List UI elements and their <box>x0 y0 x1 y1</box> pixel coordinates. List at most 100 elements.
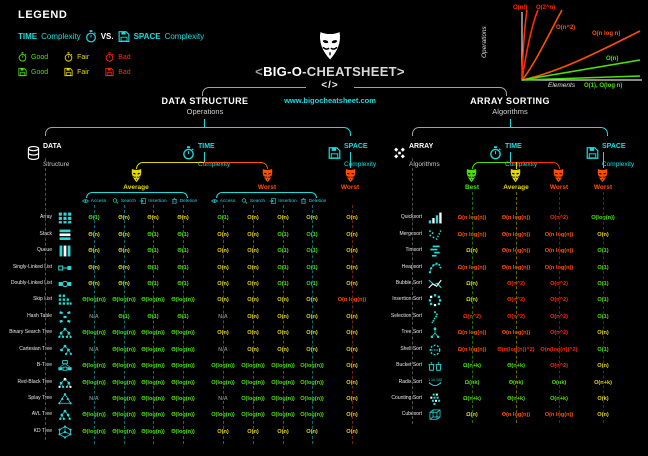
rating-good-label: Good <box>31 68 49 76</box>
trash-icon <box>171 198 178 204</box>
complexity-cell: O(log(n)) <box>241 412 265 419</box>
column-guide <box>516 192 517 423</box>
column-guide <box>283 205 284 444</box>
legend-space-ratings: Good Fair Bad <box>18 67 131 77</box>
site-url-link[interactable]: www.bigocheatsheet.com <box>284 96 376 105</box>
complexity-cell: O(n log(n)) <box>544 412 574 419</box>
row-label: Heapsort <box>401 263 422 270</box>
chart-x-axis-label: Elements <box>548 82 576 89</box>
array-sorting-table: Quicksort Ω(n log(n)) Θ(n log(n)) O(n^2) O(l… <box>0 210 648 424</box>
row-label: Array <box>40 214 52 221</box>
right-space-stem <box>603 152 604 168</box>
time-label: TIME <box>505 143 522 150</box>
complexity-cell: Θ(n log(n)) <box>501 231 531 238</box>
complexity-cell: N/A <box>89 313 99 320</box>
legend-time-word: Complexity <box>41 32 81 41</box>
rating-good-label: Good <box>31 53 49 61</box>
complexity-cell: Θ(log(n)) <box>171 379 195 386</box>
table-row: Radix Sort 1 10 100 Ω(nk) Θ(nk) O(nk) O(n+k) <box>0 374 648 390</box>
curve-label-n-factorial: O(n!) <box>513 5 528 11</box>
complexity-cell: Θ(log(n)) <box>112 363 136 370</box>
table-row: B-Tree Θ(log(n)) Θ(log(n)) Θ(log(n)) Θ(log(n… <box>0 358 400 374</box>
right-space-complexity-node: SPACE Complexity <box>586 135 634 172</box>
table-row: KD Tree Θ(log(n)) Θ(log(n)) Θ(log(n)) Θ(log(… <box>0 424 400 440</box>
database-icon <box>27 146 40 161</box>
worst-mask-icon <box>261 168 274 183</box>
complexity-cell: Θ(log(n)) <box>141 363 165 370</box>
left-bracket-cyan <box>204 127 351 136</box>
column-guide <box>312 205 313 444</box>
singly-linked-list-icon <box>58 261 72 274</box>
queue-icon <box>58 245 72 258</box>
complexity-cell: Θ(n(log(n))^2) <box>497 346 535 353</box>
complexity-cell: O(log(n)) <box>271 412 295 419</box>
complexity-cell: O(log(n)) <box>300 412 324 419</box>
complexity-cell: Ω(n) <box>466 280 478 287</box>
cubesort-icon <box>428 409 442 422</box>
op-header-access-worst: Access <box>205 198 241 204</box>
column-guide <box>472 192 473 423</box>
curve-label-n-log-n: O(n log n) <box>592 31 621 37</box>
eye-icon <box>81 198 89 204</box>
title-rest: -CHEATSHEET> <box>302 64 405 79</box>
row-label: KD Tree <box>33 428 52 435</box>
complexity-cell: O(log(n)) <box>271 379 295 386</box>
space-label: SPACE <box>344 143 368 150</box>
complexity-cell: Θ(n log(n)) <box>501 412 531 419</box>
row-label: Splay Tree <box>28 395 52 402</box>
left-time-stem <box>204 152 205 162</box>
quicksort-icon <box>428 212 442 225</box>
stopwatch-icon <box>182 146 195 160</box>
complexity-cell: Θ(log(n)) <box>141 412 165 419</box>
time-sublabel: Complexity <box>198 161 231 169</box>
complexity-cell: Θ(log(n)) <box>141 346 165 353</box>
radix-sort-icon: 1 10 100 <box>428 376 442 389</box>
hash-table-icon <box>58 310 72 323</box>
title-main: BIG-O <box>263 64 303 79</box>
complexity-cell: O(n log(n)) <box>544 264 574 271</box>
row-label: Mergesort <box>399 230 422 237</box>
stack-icon <box>58 228 72 241</box>
complexity-cell: Θ(n log(n)) <box>501 330 531 337</box>
complexity-cell: O(log(n)) <box>300 379 324 386</box>
data-structure-title: DATA STRUCTURE <box>161 96 249 106</box>
table-row: Insertion Sort Ω(n) Θ(n^2) O(n^2) O(1) <box>0 292 648 308</box>
complexity-cell: Θ(log(n)) <box>82 363 106 370</box>
op-header-deletion-worst: Deletion <box>295 198 331 204</box>
avl-tree-icon <box>58 409 72 422</box>
worst-group-label: Worst <box>257 184 277 191</box>
column-guide <box>559 192 560 423</box>
complexity-cell: Θ(log(n)) <box>82 412 106 419</box>
binary-search-tree-icon <box>58 327 72 340</box>
table-row: Quicksort Ω(n log(n)) Θ(n log(n)) O(n^2) O(l… <box>0 210 648 226</box>
complexity-cell: Θ(log(n)) <box>141 428 165 435</box>
search-icon <box>112 198 119 204</box>
row-label: Timsort <box>405 247 422 254</box>
op-header-access: Access <box>76 198 112 204</box>
mergesort-icon <box>428 228 442 241</box>
right-time-complexity-node: TIME Complexity <box>489 135 537 172</box>
space-worst-label: Worst <box>340 184 360 191</box>
complexity-cell: Ω(n) <box>466 297 478 304</box>
complexity-cell: Θ(log(n)) <box>82 297 106 304</box>
red-black-tree-icon <box>58 376 72 389</box>
bucket-sort-icon <box>428 360 442 373</box>
complexity-cell: Θ(n log(n)) <box>501 264 531 271</box>
left-header-stem <box>204 119 205 127</box>
complexity-cell: O(log(n)) <box>271 363 295 370</box>
column-guide <box>94 205 95 444</box>
eye-icon <box>210 198 218 204</box>
complexity-cell: Θ(log(n)) <box>82 330 106 337</box>
array-sorting-subtitle: Algorithms <box>492 107 528 116</box>
complexity-cell: O(log(n)) <box>211 379 235 386</box>
worst-mask-icon <box>552 168 565 183</box>
splay-tree-icon <box>58 393 72 406</box>
best-mask-icon <box>465 168 478 183</box>
complexity-cell: Θ(log(n)) <box>171 396 195 403</box>
curve-label-constant-log: O(1), O(log n) <box>584 83 623 89</box>
legend-time-vs-space: TIME Complexity VS. SPACE Complexity <box>18 30 204 43</box>
best-group-label: Best <box>464 184 480 191</box>
average-group-label: Average <box>503 184 529 191</box>
disk-bad-icon <box>105 67 114 77</box>
chart-y-axis-label: Operations <box>481 26 488 58</box>
